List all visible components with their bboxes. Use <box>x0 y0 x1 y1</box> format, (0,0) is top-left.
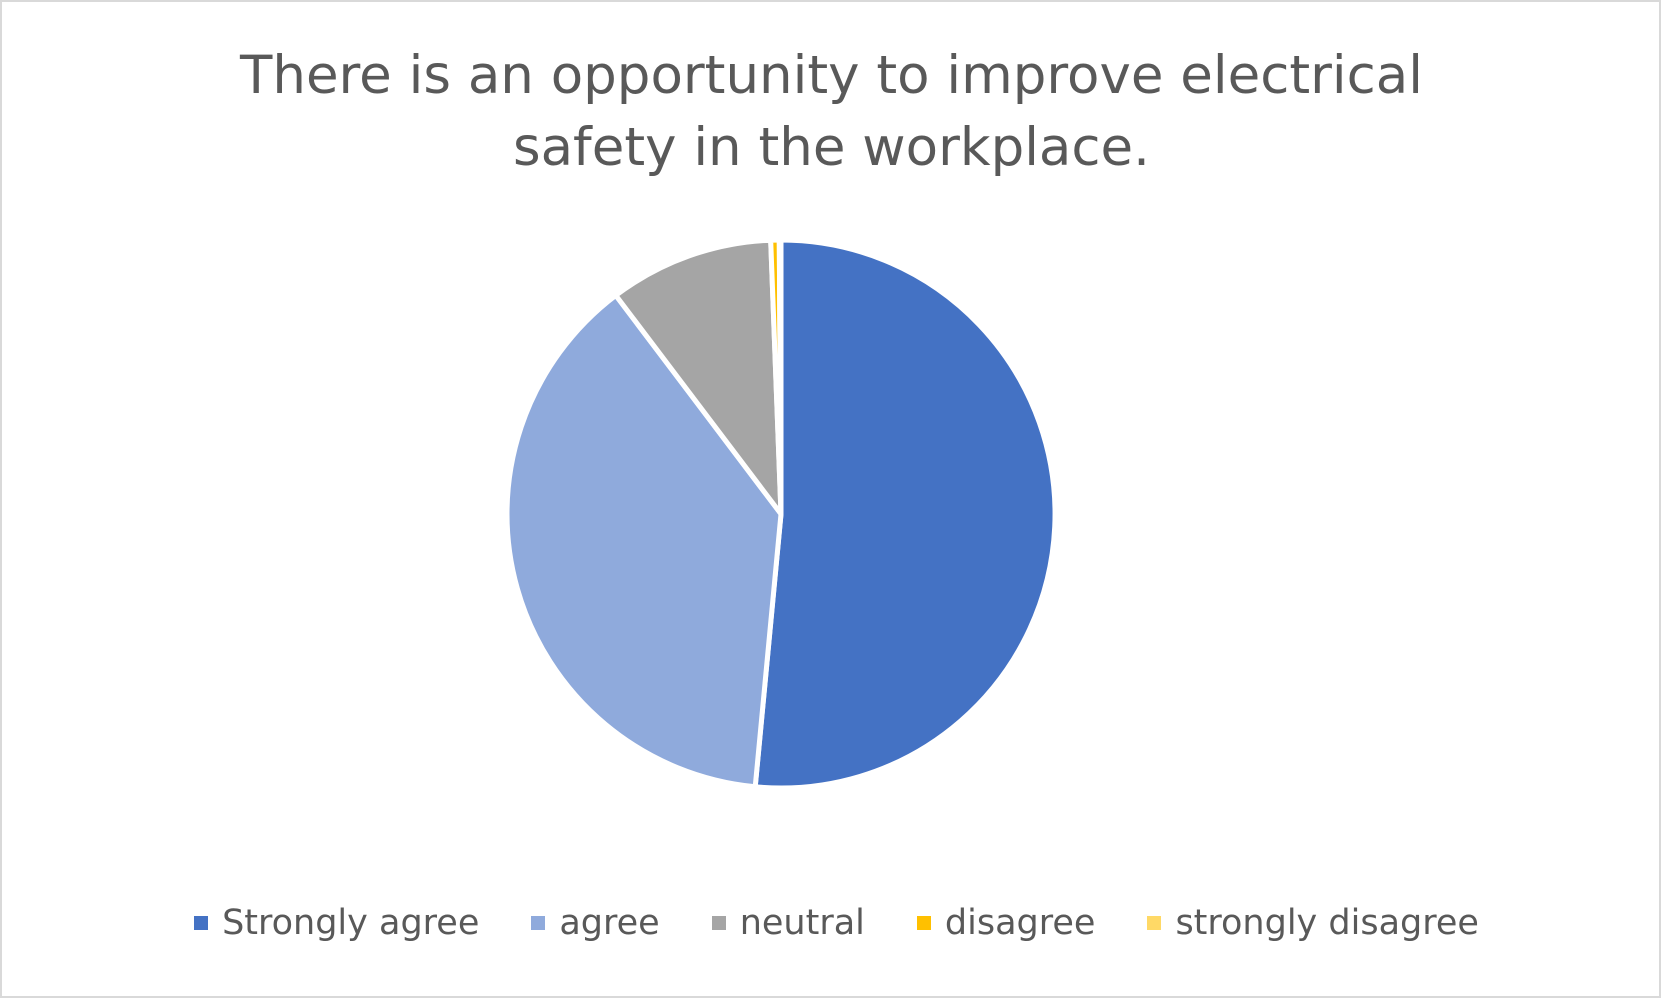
chart-title: There is an opportunity to improve elect… <box>239 45 1423 178</box>
legend: Strongly agree agree neutral disagree st… <box>0 898 1663 948</box>
legend-item-strongly-disagree: strongly disagree <box>1147 903 1479 943</box>
legend-swatch <box>531 916 546 930</box>
pie-slices <box>504 237 1058 791</box>
legend-swatch <box>916 916 931 930</box>
pie-slice-strongly-disagree <box>776 237 784 517</box>
legend-swatch <box>711 916 726 930</box>
legend-label: strongly disagree <box>1175 903 1479 943</box>
legend-label: disagree <box>944 903 1096 943</box>
pie-slice-strongly-agree <box>752 237 1058 791</box>
pie-slice-agree <box>504 292 784 790</box>
legend-item-strongly-agree: Strongly agree <box>194 903 479 943</box>
pie-slice-neutral <box>613 237 784 517</box>
legend-label: agree <box>559 903 660 943</box>
legend-item-agree: agree <box>531 903 660 943</box>
legend-item-disagree: disagree <box>916 903 1096 943</box>
legend-item-neutral: neutral <box>711 903 865 943</box>
legend-swatch <box>1147 916 1162 930</box>
legend-label: neutral <box>739 903 865 943</box>
legend-label: Strongly agree <box>222 903 480 943</box>
legend-swatch <box>194 916 209 930</box>
